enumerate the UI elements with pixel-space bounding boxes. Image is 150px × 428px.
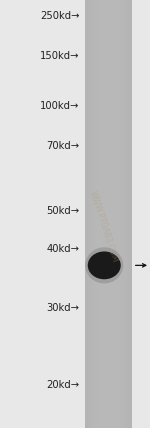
Text: 100kd→: 100kd→ (40, 101, 80, 111)
Text: 30kd→: 30kd→ (46, 303, 80, 313)
Bar (89, 0, 90, 428)
Bar (85, 0, 132, 428)
Bar (89, 0, 90, 428)
Bar (92, 0, 93, 428)
Bar (127, 0, 128, 428)
Bar (96, 0, 97, 428)
Bar (85, 0, 86, 428)
Bar (95, 0, 96, 428)
Bar (126, 0, 127, 428)
Bar (87, 0, 88, 428)
Bar (129, 0, 130, 428)
Text: 40kd→: 40kd→ (46, 244, 80, 254)
Bar (123, 0, 124, 428)
Bar (86, 0, 87, 428)
Bar (121, 0, 122, 428)
Bar (122, 0, 123, 428)
Bar (125, 0, 126, 428)
Bar (90, 0, 91, 428)
Bar (120, 0, 121, 428)
Bar (131, 0, 132, 428)
Bar (124, 0, 125, 428)
Bar (93, 0, 94, 428)
Bar (130, 0, 131, 428)
Ellipse shape (88, 252, 121, 279)
Text: 70kd→: 70kd→ (46, 140, 80, 151)
Text: WWW.PTGAB3.COM: WWW.PTGAB3.COM (88, 190, 119, 264)
Bar (91, 0, 92, 428)
Text: 50kd→: 50kd→ (46, 205, 80, 216)
Bar (94, 0, 95, 428)
Text: 20kd→: 20kd→ (46, 380, 80, 390)
Bar (88, 0, 89, 428)
Ellipse shape (85, 247, 123, 283)
Bar (128, 0, 129, 428)
Text: 250kd→: 250kd→ (40, 11, 80, 21)
Text: 150kd→: 150kd→ (40, 51, 80, 61)
